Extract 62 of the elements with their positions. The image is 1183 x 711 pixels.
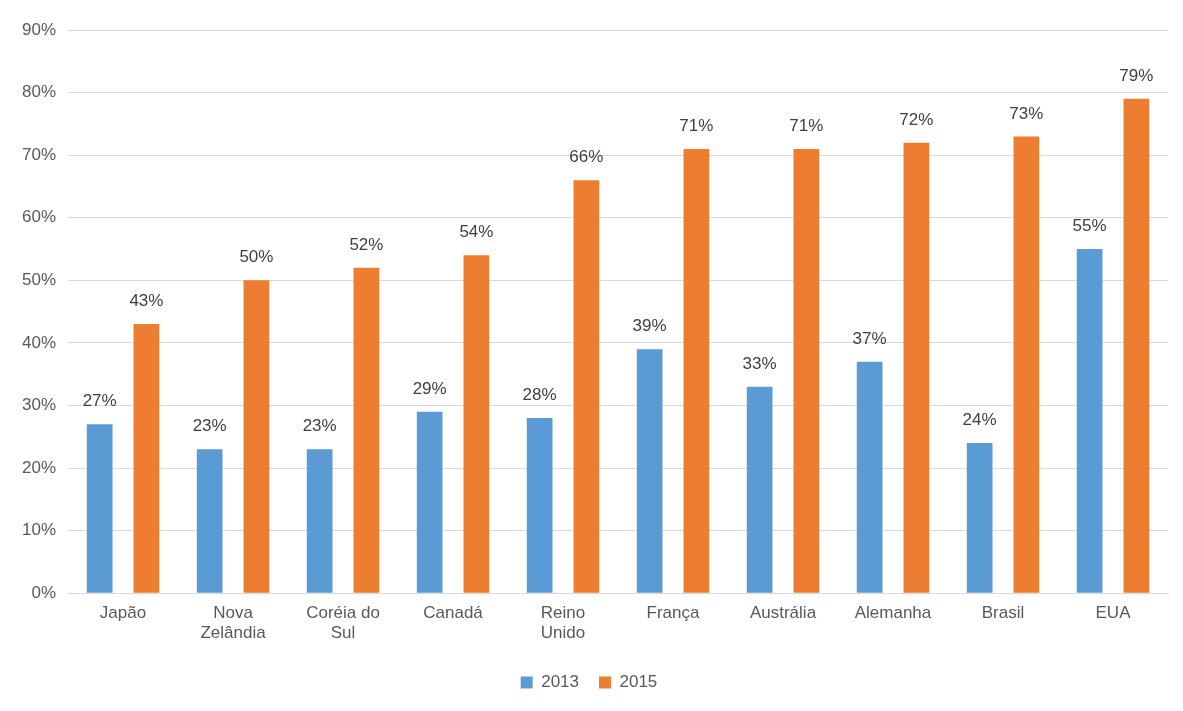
bar [636,349,663,593]
bar [526,417,553,593]
y-tick-label: 50% [21,270,57,289]
x-tick-label: Coréia do Sul [306,603,380,643]
y-tick-label: 90% [21,19,57,39]
y-tick-label: 30% [21,395,57,415]
bar [416,411,443,593]
bar [793,148,820,593]
data-label: 43% [129,291,164,311]
bar [1013,136,1040,593]
x-tick-label: EUA [1095,603,1132,623]
bar [463,255,490,593]
x-tick-label: Nova Zelândia [200,603,267,643]
data-label: 66% [569,147,604,167]
bar [966,443,993,593]
x-tick-label: França [646,603,700,623]
data-label: 39% [632,316,667,336]
data-label: 71% [679,116,714,136]
bar [856,361,883,593]
x-tick-label: Reino Unido [540,603,586,643]
bar [196,449,223,593]
bar [353,267,380,593]
x-tick-label: Canadá [423,603,484,623]
y-tick-label: 60% [21,207,57,227]
y-tick-label: 0% [31,582,57,602]
bar [1123,98,1150,593]
bar [306,449,333,593]
data-label: 27% [82,391,117,411]
data-label: 23% [192,416,227,436]
x-tick-label: Brasil [981,603,1025,623]
bar [573,180,600,593]
data-label: 24% [962,410,997,430]
legend-label: 2013 [541,672,580,692]
bar [86,424,113,593]
data-label: 71% [789,116,824,136]
x-tick-label: Japão [99,603,147,623]
y-tick-label: 20% [21,457,57,477]
bar [903,142,930,593]
data-label: 29% [412,378,447,398]
data-label: 23% [302,416,337,436]
data-label: 79% [1119,66,1154,86]
data-label: 73% [1009,103,1044,123]
data-label: 37% [852,328,887,348]
y-tick-label: 10% [21,520,57,540]
data-label: 72% [899,109,934,129]
x-tick-label: Alemanha [854,603,932,623]
bar [243,280,270,593]
data-label: 54% [459,222,494,242]
bar [133,324,160,593]
data-label: 55% [1072,216,1107,236]
data-label: 28% [522,385,557,405]
x-tick-label: Austrália [749,603,817,623]
y-tick-label: 40% [21,332,57,352]
data-label: 33% [742,353,777,373]
bar [1076,249,1103,593]
data-label: 50% [239,247,274,267]
y-tick-label: 70% [21,144,57,164]
bar [683,148,710,593]
bar [746,386,773,593]
y-tick-label: 80% [21,82,57,102]
legend-label: 2015 [619,672,658,692]
data-label: 52% [349,234,384,254]
